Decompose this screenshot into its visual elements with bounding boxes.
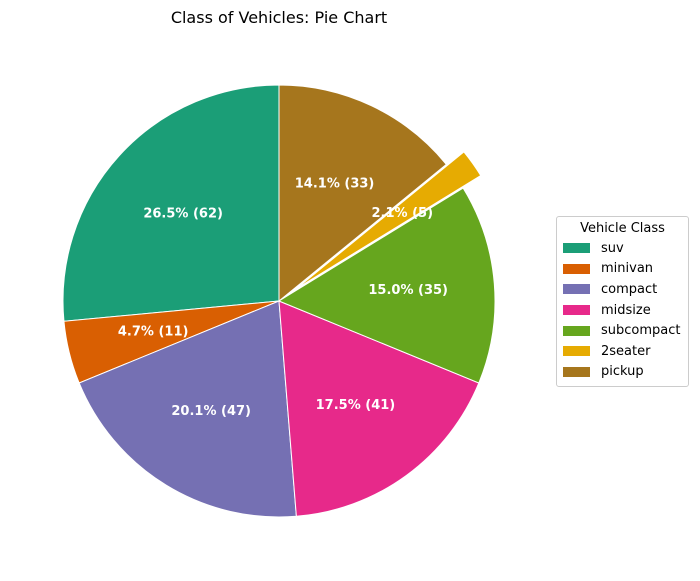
pie-slice-subcompact: [277, 187, 496, 384]
slice-label-minivan: 4.7% (11): [118, 325, 189, 340]
legend-title: Vehicle Class: [580, 221, 665, 236]
legend-label: midsize: [601, 302, 651, 318]
legend-label: suv: [601, 240, 624, 256]
legend-swatch: [563, 284, 590, 295]
legend-swatch: [563, 263, 590, 274]
legend-items: suv minivan compact midsize subcompact 2seate…: [563, 238, 682, 382]
slice-label-midsize: 17.5% (41): [316, 398, 396, 413]
legend-swatch: [563, 243, 590, 254]
chart-title: Class of Vehicles: Pie Chart: [171, 8, 387, 27]
pie-slice-midsize: [278, 300, 480, 517]
legend-swatch: [563, 366, 590, 377]
legend-item-2seater: 2seater: [563, 341, 682, 362]
pie-slices: [62, 84, 496, 518]
legend-label: pickup: [601, 364, 644, 380]
slice-label-2seater: 2.1% (5): [372, 206, 434, 221]
pie-slice-compact: [78, 300, 297, 518]
legend: Vehicle Class suv minivan compact midsize su…: [556, 216, 689, 388]
pie-slice-2seater: [296, 151, 482, 289]
slice-label-subcompact: 15.0% (35): [368, 283, 448, 298]
legend-item-pickup: pickup: [563, 362, 682, 383]
slice-label-compact: 20.1% (47): [171, 404, 251, 419]
legend-item-minivan: minivan: [563, 259, 682, 280]
slice-label-suv: 26.5% (62): [143, 206, 223, 221]
legend-item-suv: suv: [563, 238, 682, 259]
legend-item-midsize: midsize: [563, 300, 682, 321]
legend-label: compact: [601, 281, 658, 297]
legend-swatch: [563, 346, 590, 357]
legend-label: minivan: [601, 261, 654, 277]
legend-swatch: [563, 305, 590, 316]
legend-label: 2seater: [601, 343, 651, 359]
legend-item-compact: compact: [563, 279, 682, 300]
pie-slice-pickup: [278, 84, 448, 303]
slice-label-pickup: 14.1% (33): [295, 176, 375, 191]
pie-slice-suv: [62, 84, 280, 322]
legend-label: subcompact: [601, 323, 681, 339]
legend-item-subcompact: subcompact: [563, 320, 682, 341]
legend-swatch: [563, 325, 590, 336]
pie-labels: 26.5% (62) 4.7% (11) 20.1% (47) 17.5% (41) 1…: [118, 176, 448, 419]
